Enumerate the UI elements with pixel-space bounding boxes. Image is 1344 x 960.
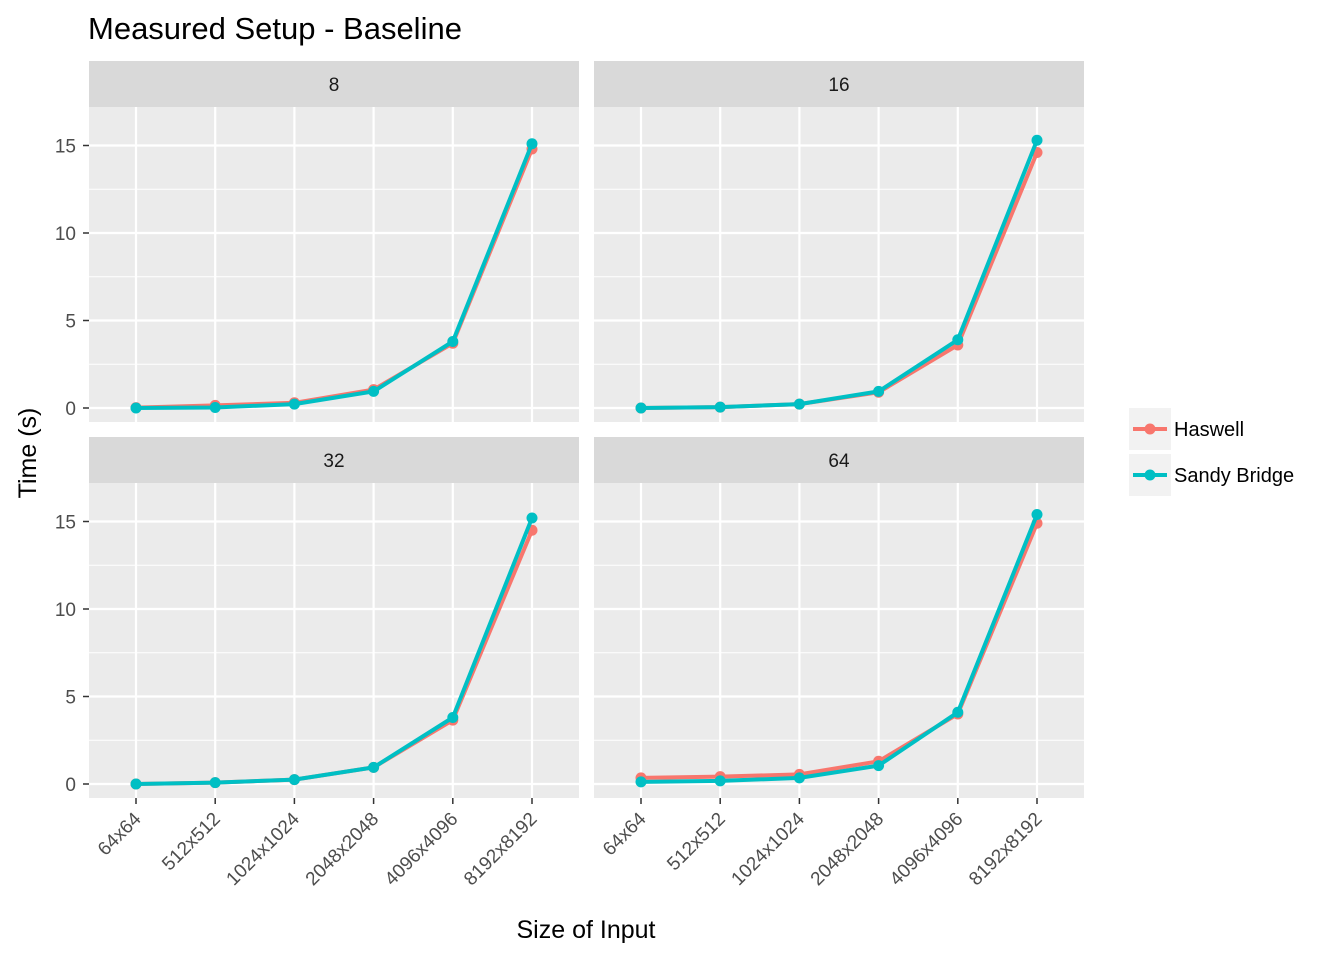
x-tick-label: 64x64 — [94, 808, 146, 860]
data-point — [793, 398, 805, 410]
data-point — [209, 777, 221, 789]
legend-label: Haswell — [1174, 419, 1244, 441]
data-point — [288, 398, 300, 410]
x-axis-title: Size of Input — [517, 916, 656, 944]
facet-strip-label: 8 — [329, 75, 340, 96]
legend-key-point — [1144, 469, 1156, 481]
series-line-sandy-bridge — [640, 513, 1039, 784]
data-point — [368, 761, 380, 773]
data-point — [714, 775, 726, 787]
x-tick-label: 8192x8192 — [460, 809, 541, 890]
facet-strip-label: 32 — [323, 451, 344, 472]
x-tick-label: 512x512 — [663, 809, 729, 875]
facet-panel-16: 16 — [594, 61, 1084, 422]
data-point — [447, 712, 459, 723]
data-point — [526, 512, 538, 524]
x-tick-label: 1024x1024 — [223, 808, 305, 890]
y-tick-label: 0 — [65, 775, 76, 796]
x-tick-label: 1024x1024 — [728, 808, 810, 890]
data-point — [873, 760, 885, 772]
y-tick-label: 15 — [55, 513, 76, 534]
data-point — [1031, 509, 1043, 520]
plot-background — [89, 107, 579, 422]
x-tick-label: 2048x2048 — [807, 809, 888, 890]
y-tick-label: 0 — [65, 399, 76, 420]
x-tick-label: 2048x2048 — [302, 809, 383, 890]
x-tick-label: 64x64 — [599, 808, 651, 860]
data-point — [952, 706, 964, 718]
data-point — [635, 776, 647, 788]
data-point — [209, 401, 221, 413]
plot-background — [594, 107, 1084, 422]
data-point — [952, 334, 964, 346]
data-point — [130, 402, 142, 414]
data-point — [526, 138, 538, 150]
data-point — [447, 336, 459, 347]
legend: Haswell Sandy Bridge — [1129, 408, 1294, 496]
legend-item-haswell: Haswell — [1129, 408, 1244, 450]
data-point — [714, 401, 726, 413]
x-tick-label: 8192x8192 — [965, 809, 1046, 890]
data-point — [793, 772, 805, 784]
x-tick-label: 4096x4096 — [381, 809, 462, 890]
data-point — [873, 385, 885, 397]
data-point — [368, 385, 380, 397]
legend-key-point — [1144, 423, 1156, 435]
facet-strip — [594, 437, 1084, 483]
series-line-sandy-bridge — [640, 139, 1039, 410]
facet-panel-64: 64 64x64 512x5121024x10242048x20484096x409… — [594, 437, 1084, 890]
x-tick-label: 4096x4096 — [886, 809, 967, 890]
data-point — [1031, 134, 1043, 146]
chart-title: Measured Setup - Baseline — [88, 11, 462, 46]
x-tick-label: 512x512 — [158, 809, 224, 875]
legend-item-sandy-bridge: Sandy Bridge — [1129, 454, 1294, 496]
data-point — [288, 774, 300, 786]
y-tick-label: 5 — [65, 312, 76, 333]
y-axis-title: Time (s) — [14, 408, 42, 499]
y-tick-label: 10 — [55, 600, 76, 621]
facet-strip — [594, 61, 1084, 107]
series-line-sandy-bridge — [135, 143, 534, 410]
y-tick-label: 10 — [55, 224, 76, 245]
facet-panel-32: 32 0 5 10 15 64x64 512x5121024x10242048x204840… — [55, 437, 579, 890]
data-point — [130, 778, 142, 790]
facet-strip — [89, 437, 579, 483]
legend-label: Sandy Bridge — [1174, 465, 1294, 487]
facet-strip-label: 64 — [828, 451, 850, 472]
y-tick-label: 5 — [65, 688, 76, 709]
facet-panel-8: 8 0 5 10 15 — [55, 61, 579, 422]
plot-background — [89, 483, 579, 798]
data-point — [635, 402, 647, 414]
facet-strip-label: 16 — [828, 75, 849, 96]
plot-background — [594, 483, 1084, 798]
facet-strip — [89, 61, 579, 107]
series-line-sandy-bridge — [135, 517, 534, 786]
y-tick-label: 15 — [55, 137, 76, 158]
